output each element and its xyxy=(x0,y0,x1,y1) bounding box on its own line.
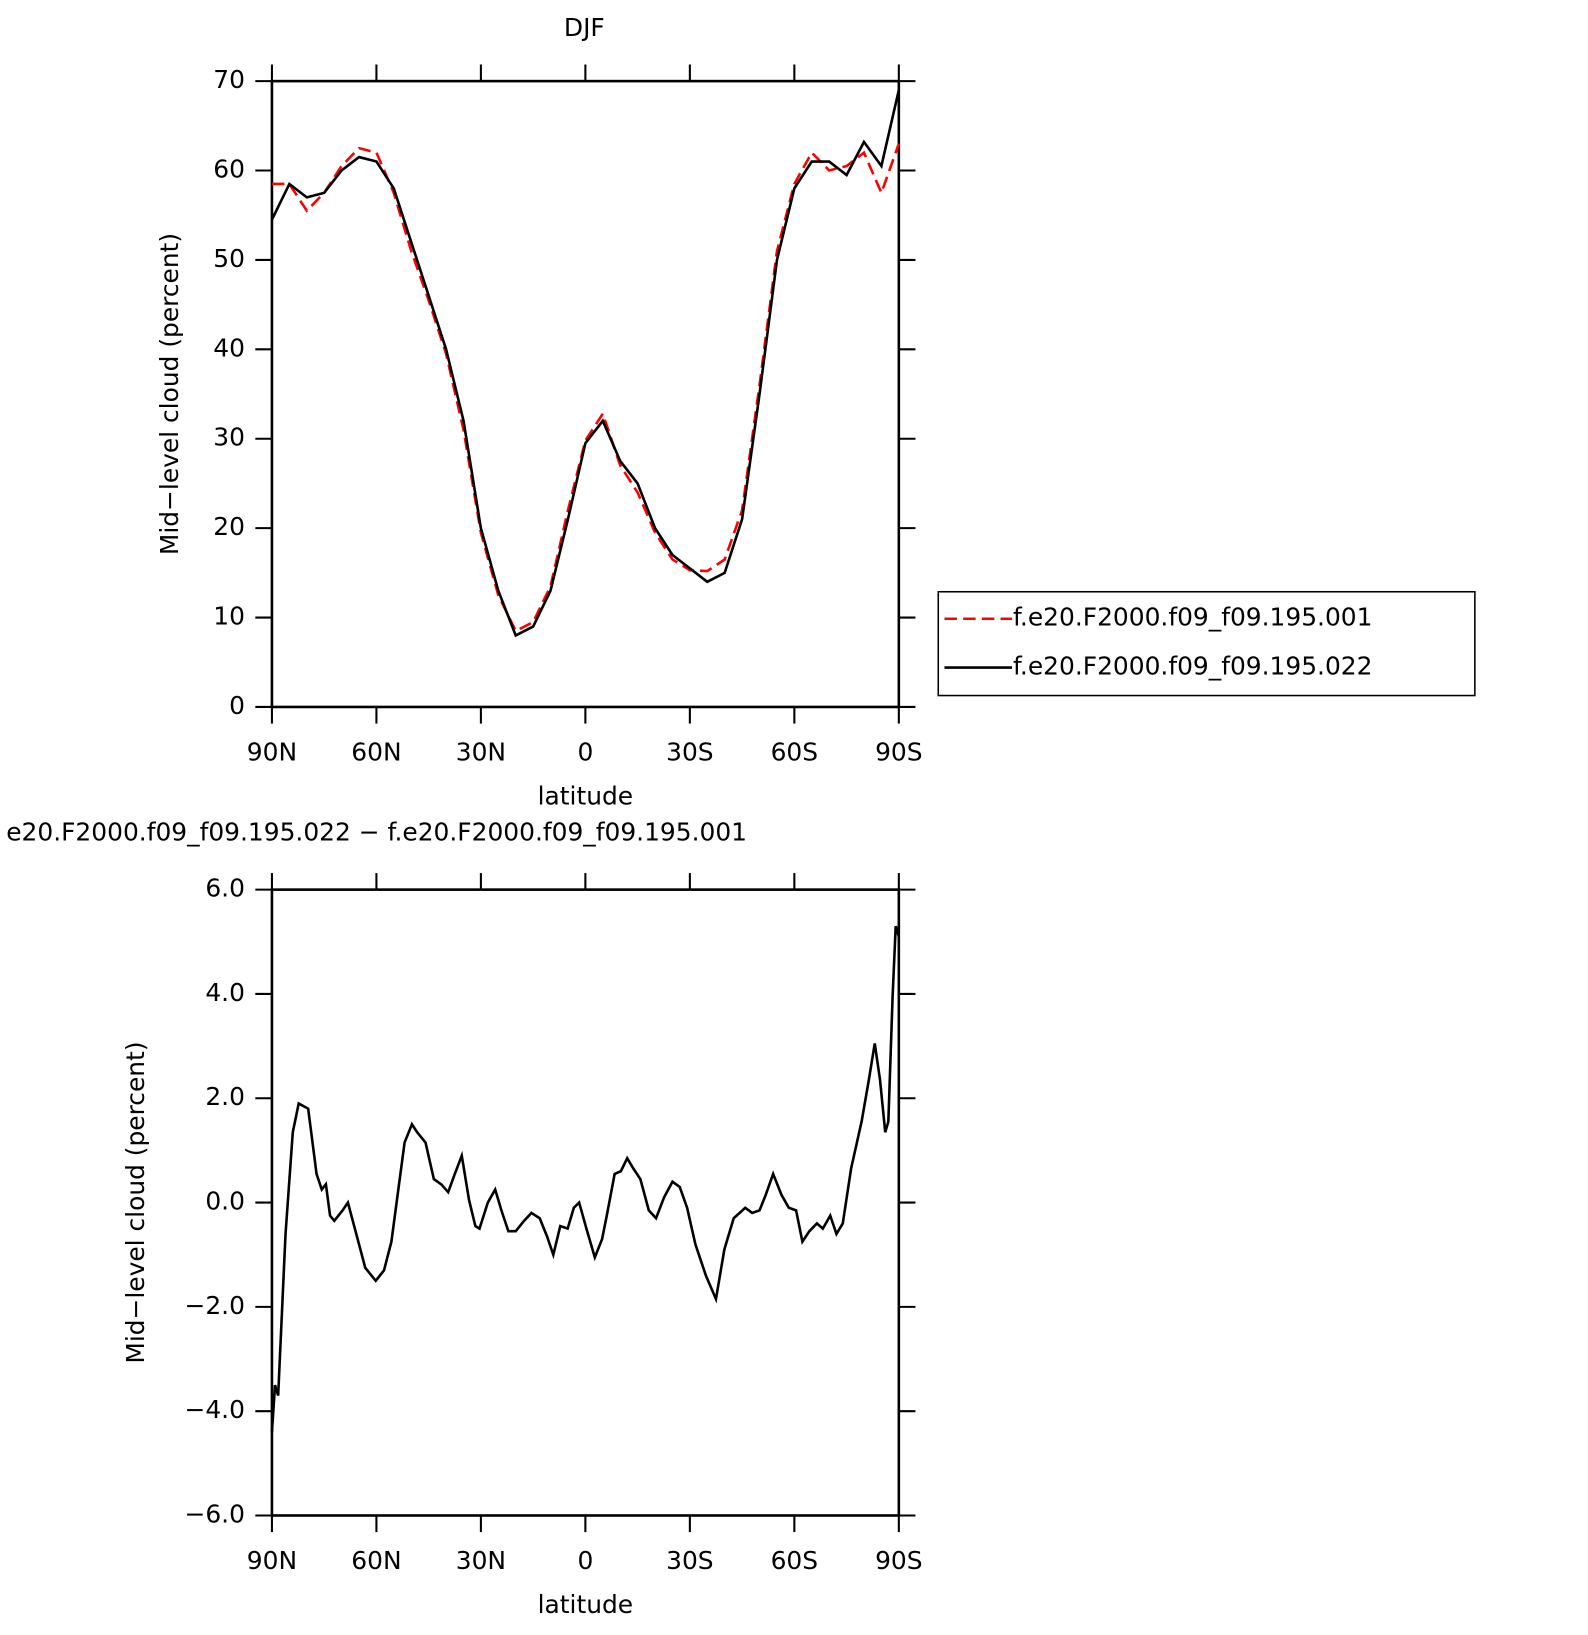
plot-frame xyxy=(270,79,901,709)
y-tick-label: 6.0 xyxy=(205,874,245,903)
y-tick-label: 40 xyxy=(213,333,245,362)
x-tick-label: 90S xyxy=(875,738,922,767)
y-tick-label: 20 xyxy=(213,512,245,541)
series-line xyxy=(270,89,901,638)
chart-title: e20.F2000.f09_f09.195.022 − f.e20.F2000.… xyxy=(6,818,747,847)
y-tick-label: 2.0 xyxy=(205,1082,245,1111)
y-tick-label: 0.0 xyxy=(205,1187,245,1216)
y-tick-label: 10 xyxy=(213,602,245,631)
y-axis-label: Mid−level cloud (percent) xyxy=(121,1041,150,1363)
chart-title: DJF xyxy=(564,13,605,42)
plot-frame xyxy=(270,888,901,1517)
x-tick-label: 90S xyxy=(875,1546,922,1575)
series-line xyxy=(271,143,901,633)
y-tick-label: 4.0 xyxy=(205,978,245,1007)
series-line xyxy=(270,925,901,1433)
x-tick-label: 30N xyxy=(456,1546,506,1575)
x-tick-label: 90N xyxy=(247,1546,297,1575)
y-tick-label: 50 xyxy=(213,244,245,273)
y-tick-label: −4.0 xyxy=(184,1395,244,1424)
x-tick-label: 90N xyxy=(247,738,297,767)
y-tick-label: −2.0 xyxy=(184,1291,244,1320)
y-tick-label: 0 xyxy=(229,691,245,720)
x-axis-label: latitude xyxy=(538,781,634,810)
x-tick-label: 60N xyxy=(351,1546,401,1575)
y-axis-label: Mid−level cloud (percent) xyxy=(155,233,184,555)
y-tick-label: −6.0 xyxy=(184,1499,244,1528)
y-tick-label: 30 xyxy=(213,423,245,452)
x-tick-label: 60N xyxy=(351,738,401,767)
legend-label: f.e20.F2000.f09_f09.195.022 xyxy=(1013,652,1372,681)
legend-label: f.e20.F2000.f09_f09.195.001 xyxy=(1013,603,1372,632)
x-tick-label: 60S xyxy=(771,738,818,767)
legend: f.e20.F2000.f09_f09.195.001 f.e20.F2000.f… xyxy=(937,590,1476,697)
x-tick-label: 30S xyxy=(666,738,713,767)
x-axis-label: latitude xyxy=(538,1590,634,1619)
x-tick-label: 30N xyxy=(456,738,506,767)
x-tick-label: 0 xyxy=(577,1546,593,1575)
y-tick-label: 70 xyxy=(213,65,245,94)
x-tick-label: 30S xyxy=(666,1546,713,1575)
y-tick-label: 60 xyxy=(213,155,245,184)
legend-box xyxy=(937,590,1476,697)
x-tick-label: 60S xyxy=(771,1546,818,1575)
x-tick-label: 0 xyxy=(577,738,593,767)
